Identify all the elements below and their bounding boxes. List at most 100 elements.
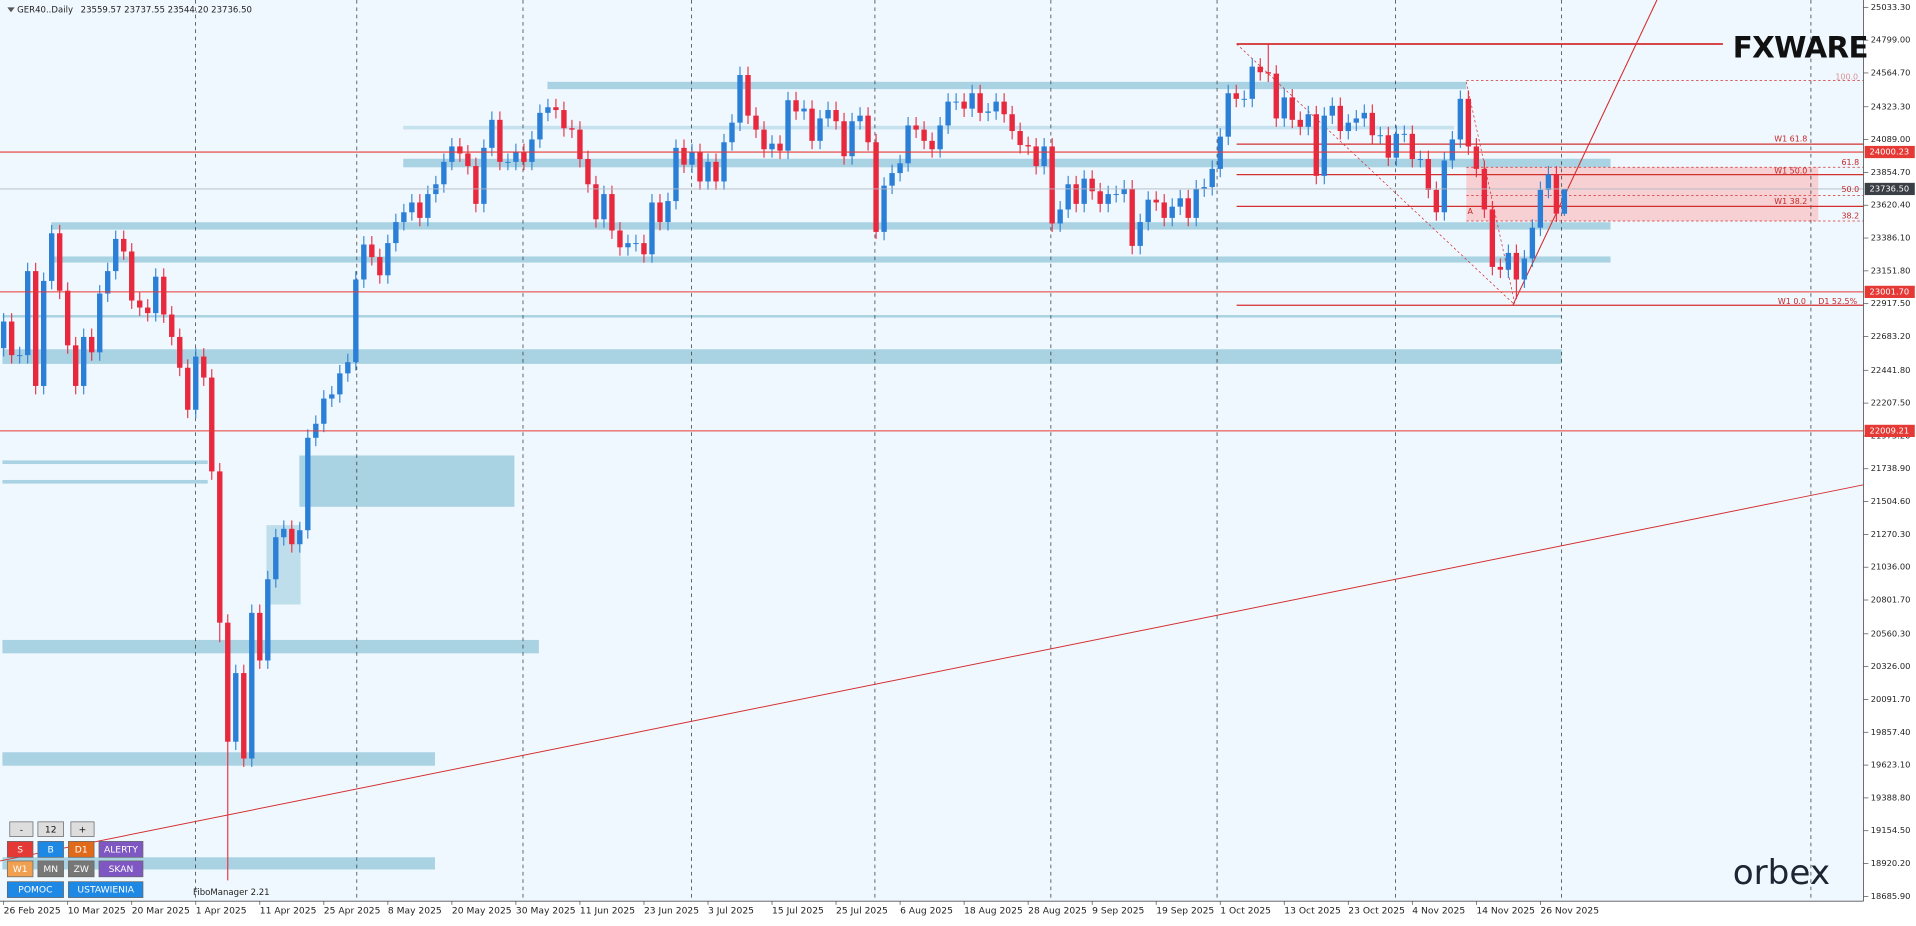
candle-body	[1129, 188, 1135, 246]
header-icon	[7, 7, 15, 13]
x-tick-label: 26 Feb 2025	[4, 906, 61, 917]
candle-body	[1065, 184, 1071, 210]
candle-body	[1297, 119, 1303, 127]
button[interactable]: S	[6, 841, 34, 858]
y-tick-label: 24564.70	[1871, 67, 1911, 77]
candle-body	[193, 356, 199, 410]
y-tick-label: 21270.30	[1871, 529, 1911, 539]
button-label[interactable]: USTAWIENIA	[77, 885, 134, 896]
x-tick-label: 14 Nov 2025	[1476, 906, 1535, 917]
y-tick-label: 20801.70	[1871, 595, 1911, 605]
x-tick-label: 13 Oct 2025	[1284, 906, 1341, 917]
button-label[interactable]: POMOC	[18, 885, 52, 896]
zones	[2, 81, 1819, 870]
fibo-label: 38.2	[1841, 212, 1859, 221]
button-label[interactable]: SKAN	[109, 864, 134, 875]
button-label[interactable]: MN	[43, 864, 58, 875]
zone	[2, 479, 208, 484]
candle-body	[1433, 189, 1440, 213]
y-tick-label: 24799.00	[1871, 35, 1911, 45]
candle-body	[273, 537, 279, 580]
candle-body	[617, 230, 623, 248]
x-tick-label: 1 Oct 2025	[1220, 906, 1271, 917]
candle-body	[1097, 191, 1103, 204]
button-label[interactable]: S	[17, 844, 23, 855]
button[interactable]: MN	[37, 860, 64, 878]
level-box	[1864, 145, 1915, 159]
candle-body	[1393, 133, 1399, 158]
candle-body	[1161, 202, 1167, 218]
y-tick-label: 20560.30	[1871, 628, 1911, 638]
candle-body	[1329, 105, 1335, 116]
button[interactable]: -	[9, 821, 34, 837]
button[interactable]: USTAWIENIA	[68, 881, 144, 898]
candle-body	[329, 394, 335, 399]
candle-body	[1545, 174, 1552, 190]
candle-body	[1321, 115, 1327, 176]
candle-body	[1489, 209, 1496, 267]
candle-body	[161, 276, 167, 315]
button-label[interactable]: ALERTY	[104, 844, 138, 855]
y-tick-label: 19623.10	[1871, 760, 1911, 770]
candle-body	[953, 101, 959, 103]
candle-body	[113, 238, 119, 272]
button-label[interactable]: W1	[13, 864, 28, 875]
candle-body	[1225, 93, 1231, 137]
y-tick-label: 20326.00	[1871, 661, 1911, 671]
candle-body	[641, 243, 647, 255]
candle-body	[1201, 187, 1207, 189]
button-label[interactable]: D1	[75, 844, 88, 855]
button-label[interactable]: ZW	[74, 864, 89, 875]
button[interactable]: SKAN	[98, 860, 144, 878]
button-label[interactable]: -	[20, 824, 23, 835]
candle-body	[1121, 188, 1127, 195]
fibo-labels: W1 61.8 61.8 W1 50.0 50.0 W1 38.2 38.2 W…	[1468, 72, 1860, 306]
y-tick-label: 24323.30	[1871, 101, 1911, 111]
button[interactable]: B	[37, 841, 64, 858]
y-tick-label: 21036.00	[1871, 562, 1911, 572]
candle-body	[777, 143, 783, 151]
candle-body	[1537, 189, 1544, 228]
candle-body	[1257, 66, 1263, 73]
button[interactable]: 12	[37, 821, 64, 837]
fibo-label: W1 38.2	[1774, 197, 1807, 206]
candle-body	[1033, 146, 1039, 167]
zone	[2, 752, 436, 766]
button[interactable]: ALERTY	[98, 841, 144, 858]
candle-body	[1089, 178, 1095, 192]
button-label[interactable]: +	[79, 824, 87, 835]
candle-body	[241, 673, 247, 759]
candle-body	[841, 121, 847, 157]
candle-body	[24, 271, 31, 356]
candle-body	[289, 528, 295, 545]
candle-body	[1353, 118, 1359, 123]
candle-body	[40, 280, 47, 386]
candle-body	[473, 166, 479, 204]
x-tick-label: 18 Aug 2025	[964, 906, 1023, 917]
candle-body	[1505, 252, 1512, 270]
fibo-label: D1 52.5%	[1818, 297, 1857, 306]
candle-body	[1009, 114, 1015, 132]
candle-body	[945, 101, 951, 126]
zone	[547, 81, 1467, 90]
x-tick-label: 20 May 2025	[452, 906, 512, 917]
candle-body	[745, 75, 751, 116]
button[interactable]: D1	[68, 841, 95, 858]
candles	[0, 44, 1864, 881]
candle-body	[737, 75, 743, 123]
button[interactable]: ZW	[68, 860, 95, 878]
candle-body	[577, 129, 583, 160]
candle-body	[809, 108, 815, 141]
candle-body	[425, 194, 431, 218]
y-tick-label: 25033.30	[1871, 2, 1911, 12]
button[interactable]: W1	[6, 860, 34, 878]
candle-body	[1553, 174, 1560, 214]
button-label[interactable]: 12	[45, 824, 57, 835]
button[interactable]: +	[70, 821, 95, 837]
button-label[interactable]: B	[48, 844, 54, 855]
y-tick-label: 22683.20	[1871, 331, 1911, 341]
candle-body	[993, 101, 999, 112]
button[interactable]: POMOC	[6, 881, 64, 898]
